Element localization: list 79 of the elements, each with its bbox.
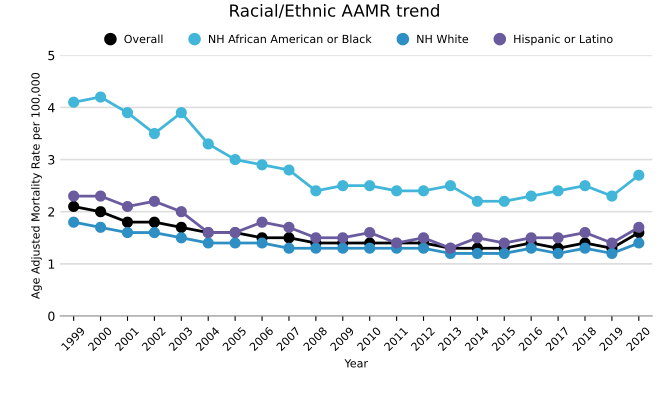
point (202, 138, 214, 150)
point (256, 237, 268, 249)
point (283, 232, 295, 244)
point (444, 180, 456, 192)
y-tick-label: 5 (48, 50, 54, 60)
point (606, 190, 618, 202)
point (122, 107, 134, 118)
point (364, 227, 376, 238)
point (633, 170, 644, 181)
point (176, 232, 187, 244)
legend-label: NH African American or Black (209, 34, 372, 44)
point (95, 206, 106, 218)
point (526, 232, 537, 244)
point (579, 227, 591, 238)
point (633, 222, 644, 233)
point (552, 185, 564, 196)
point (310, 232, 322, 244)
point (283, 222, 295, 233)
point (148, 128, 160, 140)
point (337, 242, 348, 254)
point (95, 190, 106, 202)
point (95, 91, 106, 103)
point (337, 232, 348, 244)
point (310, 185, 322, 196)
point (230, 237, 241, 249)
point (256, 159, 268, 170)
point (498, 248, 510, 259)
point (526, 190, 537, 202)
y-tick-label: 2 (48, 207, 54, 216)
legend-label: Hispanic or Latino (514, 34, 613, 46)
point (579, 180, 591, 192)
point (283, 242, 295, 254)
point (498, 196, 510, 207)
point (148, 196, 160, 207)
point (472, 232, 483, 244)
point (552, 232, 564, 244)
point (418, 242, 430, 254)
chart-title: Racial/Ethnic AAMR trend (230, 4, 439, 18)
point (68, 200, 80, 212)
point (606, 248, 618, 259)
point (122, 200, 134, 212)
point (148, 216, 160, 228)
legend-label: NH White (417, 34, 468, 44)
point (391, 185, 402, 196)
y-tick-label: 0 (48, 311, 55, 321)
point (472, 196, 483, 207)
point (68, 96, 80, 108)
point (606, 237, 618, 249)
point (337, 180, 348, 192)
point (176, 222, 187, 233)
point (283, 164, 295, 176)
point (310, 242, 322, 254)
y-axis-title: Age Adjusted Mortality Rate per 100,000 (31, 72, 42, 299)
point (95, 222, 106, 233)
point (202, 237, 214, 249)
legend-label: Overall (124, 34, 162, 44)
point (68, 190, 80, 202)
point (256, 216, 268, 228)
point (633, 237, 644, 249)
point (68, 216, 80, 228)
point (526, 242, 537, 254)
point (176, 107, 187, 118)
point (122, 216, 134, 228)
x-axis-title: Year (344, 359, 368, 368)
y-tick-label: 3 (48, 155, 54, 165)
point (364, 180, 376, 192)
point (418, 232, 430, 244)
point (230, 154, 241, 166)
point (176, 206, 187, 218)
point (472, 248, 483, 259)
point (148, 227, 160, 238)
point (579, 242, 591, 254)
point (498, 237, 510, 249)
point (122, 227, 134, 238)
point (552, 248, 564, 259)
y-tick-label: 4 (48, 103, 55, 112)
y-tick-label: 1 (48, 259, 54, 269)
point (418, 185, 430, 196)
point (364, 242, 376, 254)
